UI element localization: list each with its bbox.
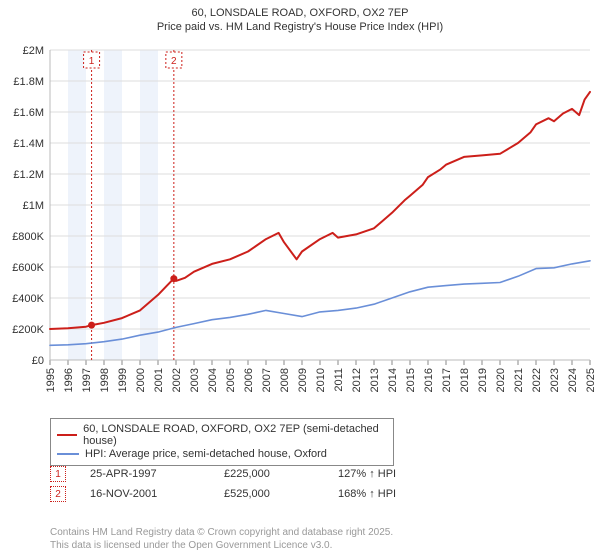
svg-text:1996: 1996 [63,368,75,392]
legend-label-1: HPI: Average price, semi-detached house,… [85,448,327,460]
sale-1-date: 25-APR-1997 [90,468,200,480]
svg-text:£1.8M: £1.8M [13,76,44,88]
sale-2-date: 16-NOV-2001 [90,488,200,500]
chart-plot-area: £0 £200K £400K £600K £800K £1M £1.2M £1.4M £1.6M… [0,40,600,410]
svg-text:2022: 2022 [531,368,543,392]
svg-text:2014: 2014 [387,368,399,392]
svg-text:£200K: £200K [12,324,44,336]
footer-line-2: This data is licensed under the Open Gov… [50,540,590,553]
sale-marker-2-icon: 2 [50,486,66,502]
svg-text:2005: 2005 [225,368,237,392]
svg-text:2004: 2004 [207,368,219,392]
svg-text:£600K: £600K [12,262,44,274]
sale-1-price: £225,000 [224,468,314,480]
svg-text:2013: 2013 [369,368,381,392]
svg-text:2006: 2006 [243,368,255,392]
svg-text:2012: 2012 [351,368,363,392]
svg-text:2016: 2016 [423,368,435,392]
svg-text:2007: 2007 [261,368,273,392]
legend-item-1: HPI: Average price, semi-detached house,… [57,448,387,460]
legend-swatch-0 [57,434,77,436]
svg-text:2015: 2015 [405,368,417,392]
svg-text:2020: 2020 [495,368,507,392]
svg-text:1998: 1998 [99,368,111,392]
legend: 60, LONSDALE ROAD, OXFORD, OX2 7EP (semi… [50,418,394,466]
svg-text:2003: 2003 [189,368,201,392]
svg-text:2024: 2024 [567,368,579,392]
sale-marker-1-icon: 1 [50,466,66,482]
svg-text:2021: 2021 [513,368,525,392]
svg-text:2025: 2025 [585,368,597,392]
svg-text:£1.2M: £1.2M [13,169,44,181]
svg-text:£800K: £800K [12,231,44,243]
svg-text:£1.4M: £1.4M [13,138,44,150]
title-line-1: 60, LONSDALE ROAD, OXFORD, OX2 7EP [0,6,600,20]
footer: Contains HM Land Registry data © Crown c… [50,527,590,552]
svg-text:£0: £0 [32,355,44,367]
svg-text:2019: 2019 [477,368,489,392]
sale-2-price: £525,000 [224,488,314,500]
chart-svg: £0 £200K £400K £600K £800K £1M £1.2M £1.4M £1.6M… [0,40,600,410]
sale-2-hpi: 168% ↑ HPI [338,488,396,500]
svg-text:2017: 2017 [441,368,453,392]
svg-text:2010: 2010 [315,368,327,392]
legend-item-0: 60, LONSDALE ROAD, OXFORD, OX2 7EP (semi… [57,423,387,447]
sale-row-2: 2 16-NOV-2001 £525,000 168% ↑ HPI [50,486,396,502]
svg-text:2009: 2009 [297,368,309,392]
title-line-2: Price paid vs. HM Land Registry's House … [0,20,600,34]
svg-text:2000: 2000 [135,368,147,392]
svg-text:2002: 2002 [171,368,183,392]
chart-title: 60, LONSDALE ROAD, OXFORD, OX2 7EP Price… [0,0,600,35]
svg-text:£1.6M: £1.6M [13,107,44,119]
svg-text:2011: 2011 [333,368,345,392]
legend-swatch-1 [57,453,79,455]
svg-text:£400K: £400K [12,293,44,305]
svg-text:1: 1 [89,56,95,67]
svg-text:2023: 2023 [549,368,561,392]
svg-text:2008: 2008 [279,368,291,392]
legend-label-0: 60, LONSDALE ROAD, OXFORD, OX2 7EP (semi… [83,423,387,447]
sale-row-1: 1 25-APR-1997 £225,000 127% ↑ HPI [50,466,396,482]
svg-text:1997: 1997 [81,368,93,392]
svg-text:2001: 2001 [153,368,165,392]
svg-text:2018: 2018 [459,368,471,392]
svg-text:1995: 1995 [45,368,57,392]
svg-text:2: 2 [171,56,177,67]
svg-text:1999: 1999 [117,368,129,392]
sale-markers-table: 1 25-APR-1997 £225,000 127% ↑ HPI 2 16-N… [50,462,396,506]
footer-line-1: Contains HM Land Registry data © Crown c… [50,527,590,540]
svg-text:£1M: £1M [23,200,44,212]
svg-text:£2M: £2M [23,45,44,57]
chart-container: { "title": { "line1": "60, LONSDALE ROAD… [0,0,600,560]
sale-1-hpi: 127% ↑ HPI [338,468,396,480]
